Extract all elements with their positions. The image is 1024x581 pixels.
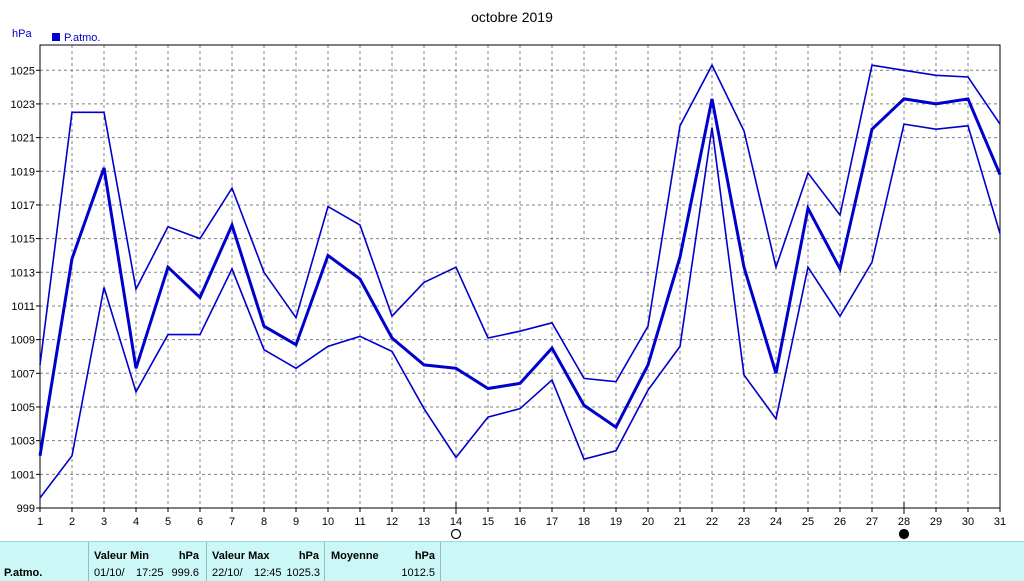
x-tick-label: 5 [165, 516, 171, 528]
y-tick-label: 1003 [11, 436, 35, 448]
plot-frame [39, 44, 1001, 509]
y-tick-label: 1021 [11, 133, 35, 145]
max-value: 1025.3 [286, 567, 320, 579]
x-tick-label: 4 [133, 516, 139, 528]
x-tick-label: 10 [322, 516, 334, 528]
y-tick-label: 1019 [11, 166, 35, 178]
series-lines [38, 63, 1002, 499]
y-tick-label: 1025 [11, 65, 35, 77]
x-tick-label: 9 [293, 516, 299, 528]
x-tick-label: 12 [386, 516, 398, 528]
x-tick-label: 30 [962, 516, 974, 528]
x-tick-label: 24 [770, 516, 782, 528]
min-value: 999.6 [171, 567, 199, 579]
y-tick-label: 1023 [11, 99, 35, 111]
max-cell: Valeur Max hPa 22/10/ 12:45 1025.3 [206, 542, 323, 581]
x-tick-label: 21 [674, 516, 686, 528]
x-tick-label: 6 [197, 516, 203, 528]
x-tick-label: 11 [354, 516, 365, 528]
mean-cell: Moyenne hPa 1012.5 [324, 542, 439, 581]
footer-spacer [440, 542, 1024, 581]
max-unit: hPa [298, 550, 319, 562]
x-tick-label: 31 [994, 516, 1006, 528]
x-tick-label: 1 [37, 516, 43, 528]
mean-value: 1012.5 [401, 567, 435, 579]
y-tick-label: 1001 [11, 469, 35, 481]
x-tick-label: 13 [418, 516, 430, 528]
max-date: 22/10/ [212, 567, 243, 579]
x-tick-label: 27 [866, 516, 878, 528]
x-axis-ticks: 1 2 3 4 5 6 7 8 9 10 11 12 13 14 15 16 17 18 19 20 21 22 23 24 2… [37, 508, 1006, 528]
x-tick-label: 16 [514, 516, 526, 528]
stats-footer: P.atmo. Valeur Min hPa 01/10/ 17:25 999.… [0, 541, 1024, 581]
y-tick-label: 1011 [11, 301, 35, 313]
x-tick-label: 23 [738, 516, 750, 528]
x-tick-label: 15 [482, 516, 494, 528]
chart-title: octobre 2019 [471, 9, 553, 25]
grid [40, 45, 1000, 509]
y-tick-label: 1005 [11, 402, 35, 414]
mean-unit: hPa [414, 550, 435, 562]
mean-header: Moyenne [331, 550, 379, 562]
min-unit: hPa [178, 550, 199, 562]
x-tick-label: 18 [578, 516, 590, 528]
max-header: Valeur Max [212, 550, 270, 562]
x-tick-label: 19 [610, 516, 622, 528]
legend-label: P.atmo. [64, 32, 101, 44]
series-line-mean [38, 97, 1002, 457]
y-tick-label: 1009 [11, 335, 35, 347]
y-tick-label: 1015 [11, 234, 35, 246]
x-tick-label: 2 [69, 516, 75, 528]
x-tick-label: 26 [834, 516, 846, 528]
new-moon-icon [898, 528, 910, 540]
x-tick-label: 25 [802, 516, 814, 528]
y-axis-ticks: 999 1001 1003 1005 1007 1009 1011 1013 1015 1017 1… [11, 65, 40, 515]
min-cell: Valeur Min hPa 01/10/ 17:25 999.6 [88, 542, 205, 581]
min-time: 17:25 [136, 567, 164, 579]
y-axis-label: hPa [12, 28, 32, 40]
footer-series-label: P.atmo. [4, 567, 43, 579]
series-line-max [39, 63, 1001, 383]
legend-swatch [52, 33, 60, 41]
min-header: Valeur Min [94, 550, 150, 562]
series-line-min [39, 123, 1001, 499]
pressure-chart: octobre 2019 hPa P.atmo. 999 1001 1003 1005… [11, 9, 1006, 540]
y-tick-label: 1007 [11, 368, 35, 380]
y-tick-label: 999 [17, 503, 35, 515]
max-time: 12:45 [254, 567, 282, 579]
x-tick-label: 22 [706, 516, 718, 528]
x-tick-label: 8 [261, 516, 267, 528]
x-tick-label: 20 [642, 516, 654, 528]
full-moon-icon [450, 528, 462, 540]
y-tick-label: 1017 [11, 200, 35, 212]
x-tick-label: 3 [101, 516, 107, 528]
y-tick-label: 1013 [11, 267, 35, 279]
x-tick-label: 7 [229, 516, 235, 528]
x-tick-label: 14 [450, 516, 462, 528]
x-tick-label: 28 [898, 516, 910, 528]
min-date: 01/10/ [94, 567, 125, 579]
x-tick-label: 17 [546, 516, 558, 528]
x-tick-label: 29 [930, 516, 942, 528]
moon-markers [450, 502, 910, 540]
